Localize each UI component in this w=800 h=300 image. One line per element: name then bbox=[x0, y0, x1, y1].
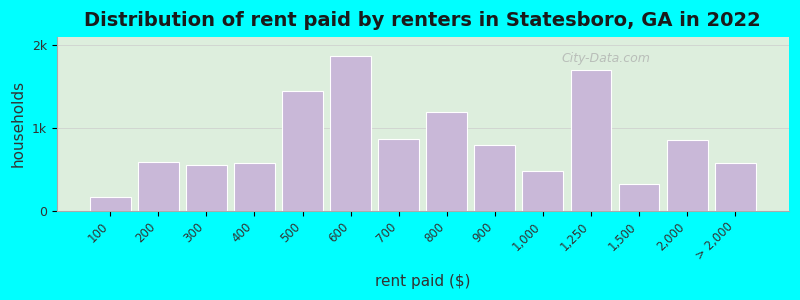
Bar bbox=[426, 112, 467, 211]
Bar bbox=[330, 56, 371, 211]
Bar bbox=[282, 91, 323, 211]
Bar bbox=[186, 165, 227, 211]
Bar bbox=[474, 145, 515, 211]
Text: City-Data.com: City-Data.com bbox=[562, 52, 650, 64]
Bar bbox=[666, 140, 707, 211]
Bar bbox=[618, 184, 659, 211]
Bar bbox=[570, 70, 611, 211]
Bar bbox=[522, 171, 563, 211]
Bar bbox=[378, 139, 419, 211]
Bar bbox=[138, 162, 178, 211]
Bar bbox=[234, 163, 275, 211]
Y-axis label: households: households bbox=[11, 80, 26, 167]
Bar bbox=[714, 163, 755, 211]
Bar bbox=[90, 196, 130, 211]
Title: Distribution of rent paid by renters in Statesboro, GA in 2022: Distribution of rent paid by renters in … bbox=[84, 11, 761, 30]
X-axis label: rent paid ($): rent paid ($) bbox=[375, 274, 470, 289]
